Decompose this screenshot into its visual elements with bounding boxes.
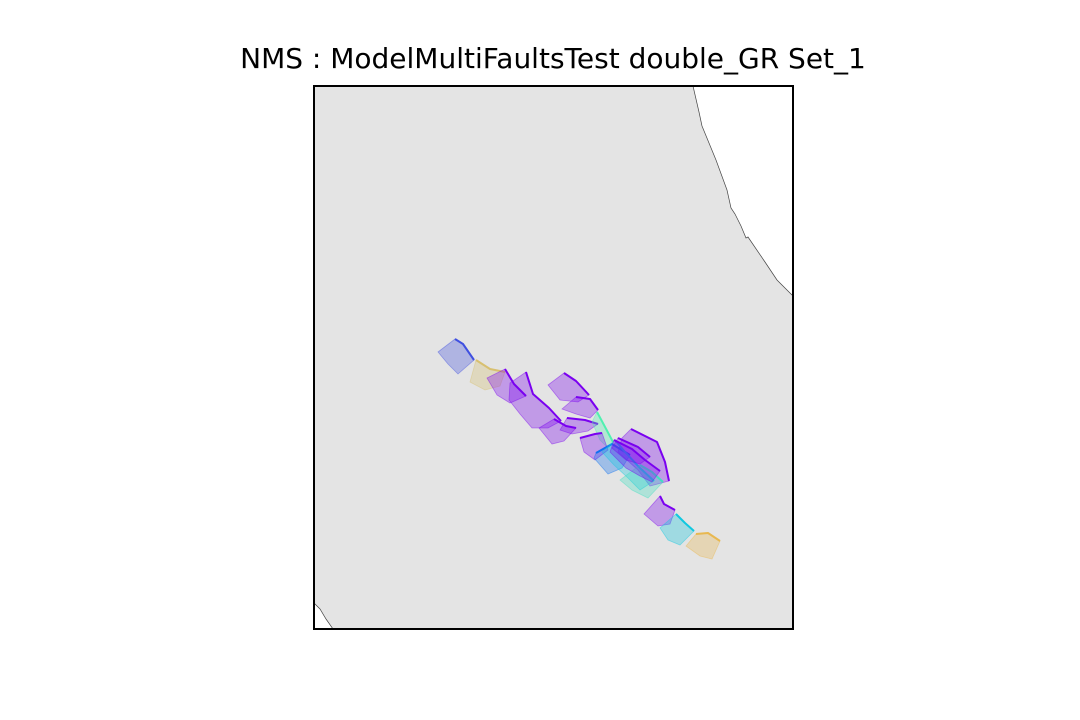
fault-11-trace <box>630 428 670 482</box>
fault-17-trace <box>659 495 676 511</box>
fault-2-trace <box>475 359 506 373</box>
fault-8-trace <box>553 418 577 429</box>
fault-9-trace <box>596 411 614 443</box>
fault-sections <box>437 338 721 560</box>
fault-18-trace <box>675 513 695 532</box>
fault-15-trace <box>613 439 661 472</box>
fault-6-trace <box>575 396 599 411</box>
fault-4-trace <box>525 371 562 422</box>
map-area <box>314 86 793 629</box>
sea-area-southwest <box>314 602 334 629</box>
fault-16-trace <box>617 437 651 458</box>
fault-1-trace <box>454 338 475 361</box>
fault-14-trace <box>639 464 664 483</box>
fault-5-trace <box>563 372 590 396</box>
fault-13-trace <box>614 439 655 482</box>
land-background <box>314 86 793 629</box>
map-frame <box>313 85 794 630</box>
fault-7-trace <box>566 417 599 425</box>
fault-3-trace <box>504 368 527 397</box>
fault-10-trace <box>579 432 603 439</box>
page-title: NMS : ModelMultiFaultsTest double_GR Set… <box>240 42 866 75</box>
fault-19-trace <box>695 532 721 542</box>
sea-area-northeast <box>692 86 793 297</box>
